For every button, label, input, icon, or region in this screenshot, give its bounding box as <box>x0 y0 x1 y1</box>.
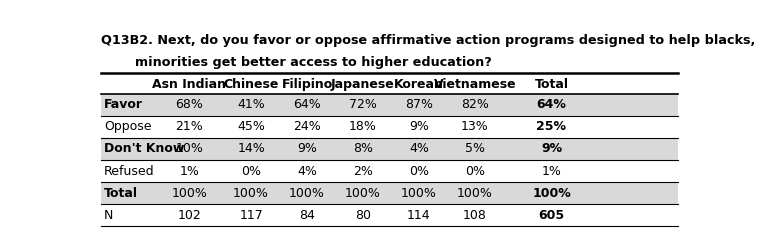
Text: Vietnamese: Vietnamese <box>434 78 516 91</box>
Text: 84: 84 <box>299 209 315 222</box>
Text: Asn Indian: Asn Indian <box>152 78 226 91</box>
Text: Korean: Korean <box>394 78 444 91</box>
Text: Japanese: Japanese <box>331 78 395 91</box>
Text: 24%: 24% <box>293 120 321 133</box>
Text: 1%: 1% <box>179 164 199 177</box>
Text: 605: 605 <box>538 209 565 222</box>
Text: 72%: 72% <box>349 98 377 111</box>
Text: 64%: 64% <box>537 98 566 111</box>
Text: 1%: 1% <box>542 164 562 177</box>
Text: 68%: 68% <box>176 98 203 111</box>
Text: N: N <box>104 209 113 222</box>
Text: Favor: Favor <box>104 98 143 111</box>
Text: Filipino: Filipino <box>281 78 333 91</box>
Text: Refused: Refused <box>104 164 154 177</box>
Text: 8%: 8% <box>353 142 373 155</box>
Text: 82%: 82% <box>461 98 489 111</box>
Text: 25%: 25% <box>537 120 566 133</box>
Text: 102: 102 <box>177 209 201 222</box>
Text: Q13B2. Next, do you favor or oppose affirmative action programs designed to help: Q13B2. Next, do you favor or oppose affi… <box>101 34 760 47</box>
Text: 100%: 100% <box>345 187 381 200</box>
Text: 108: 108 <box>463 209 487 222</box>
Text: 64%: 64% <box>293 98 321 111</box>
Text: 87%: 87% <box>405 98 433 111</box>
Text: Total: Total <box>104 187 138 200</box>
Text: 2%: 2% <box>353 164 373 177</box>
Text: 100%: 100% <box>401 187 437 200</box>
Text: 100%: 100% <box>457 187 492 200</box>
Text: 100%: 100% <box>171 187 207 200</box>
Text: 14%: 14% <box>237 142 265 155</box>
Text: 100%: 100% <box>233 187 269 200</box>
Text: Chinese: Chinese <box>223 78 279 91</box>
Text: Total: Total <box>534 78 568 91</box>
Text: 41%: 41% <box>237 98 265 111</box>
Text: 13%: 13% <box>461 120 489 133</box>
Bar <box>101 182 678 204</box>
Text: 80: 80 <box>355 209 371 222</box>
Text: 45%: 45% <box>237 120 265 133</box>
Text: 9%: 9% <box>297 142 317 155</box>
Text: 100%: 100% <box>289 187 325 200</box>
Text: 9%: 9% <box>541 142 562 155</box>
Text: minorities get better access to higher education?: minorities get better access to higher e… <box>135 56 492 69</box>
Bar <box>101 138 678 160</box>
Text: 100%: 100% <box>532 187 571 200</box>
Text: 0%: 0% <box>409 164 429 177</box>
Text: 0%: 0% <box>465 164 485 177</box>
Text: Don't Know: Don't Know <box>104 142 184 155</box>
Text: 114: 114 <box>407 209 431 222</box>
Text: Oppose: Oppose <box>104 120 151 133</box>
Bar <box>101 94 678 116</box>
Text: 10%: 10% <box>176 142 203 155</box>
Text: 5%: 5% <box>465 142 485 155</box>
Text: 4%: 4% <box>409 142 429 155</box>
Text: 18%: 18% <box>349 120 377 133</box>
Text: 21%: 21% <box>176 120 203 133</box>
Text: 9%: 9% <box>409 120 429 133</box>
Text: 117: 117 <box>239 209 263 222</box>
Text: 0%: 0% <box>241 164 261 177</box>
Text: 4%: 4% <box>297 164 317 177</box>
